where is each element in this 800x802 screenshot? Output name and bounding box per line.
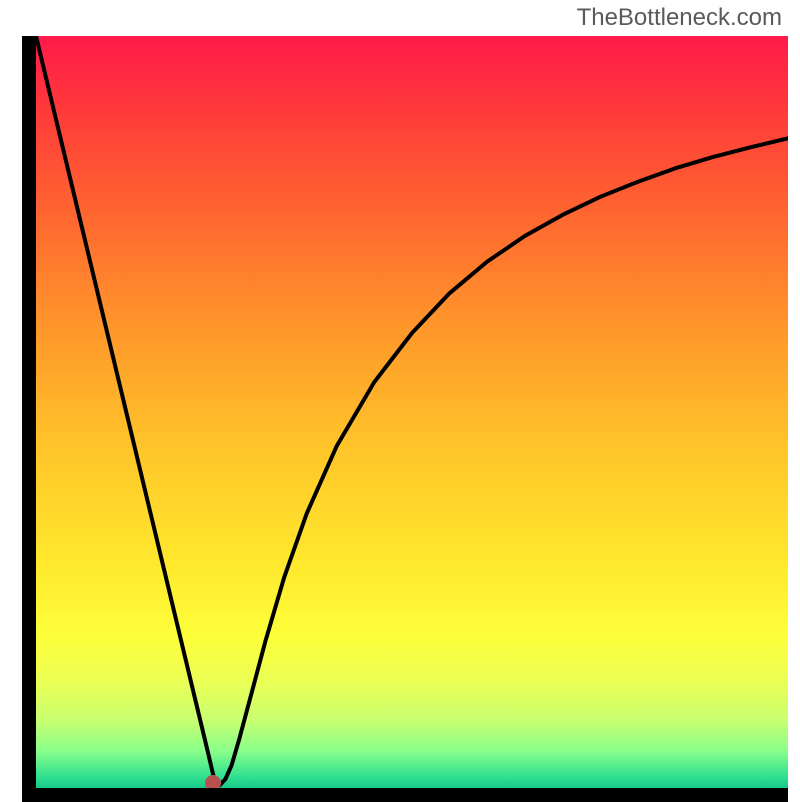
bottleneck-chart <box>0 0 800 800</box>
plot-area <box>36 36 788 788</box>
bottleneck-curve <box>36 36 788 785</box>
curve-layer <box>36 36 788 788</box>
optimal-point-marker <box>205 775 221 788</box>
y-axis <box>22 36 36 802</box>
watermark-text: TheBottleneck.com <box>577 4 782 32</box>
